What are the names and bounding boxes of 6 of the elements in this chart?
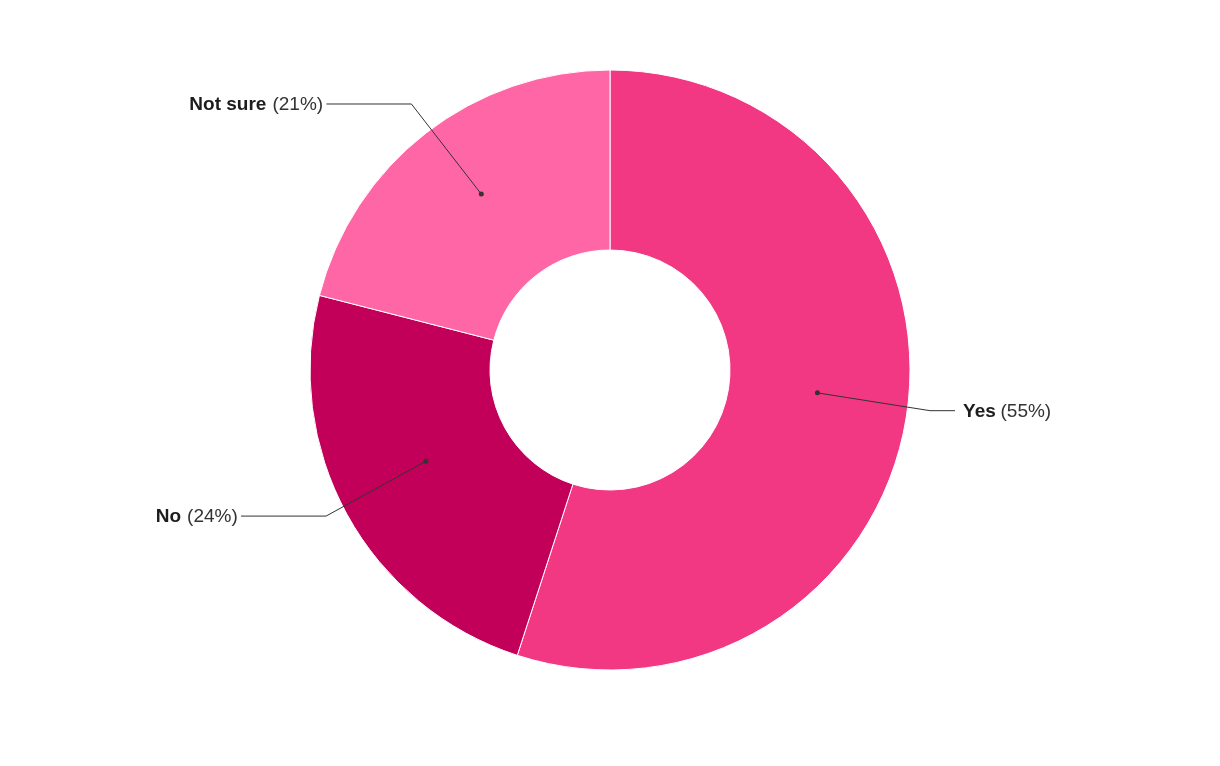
data-label: (24%) (187, 505, 238, 527)
slice-label: No (155, 505, 182, 527)
slice-label: Yes (963, 399, 996, 421)
slice-label: Not sure (189, 92, 267, 114)
data-label: (21%) (272, 92, 324, 114)
data-label: (55%) (1000, 399, 1052, 421)
